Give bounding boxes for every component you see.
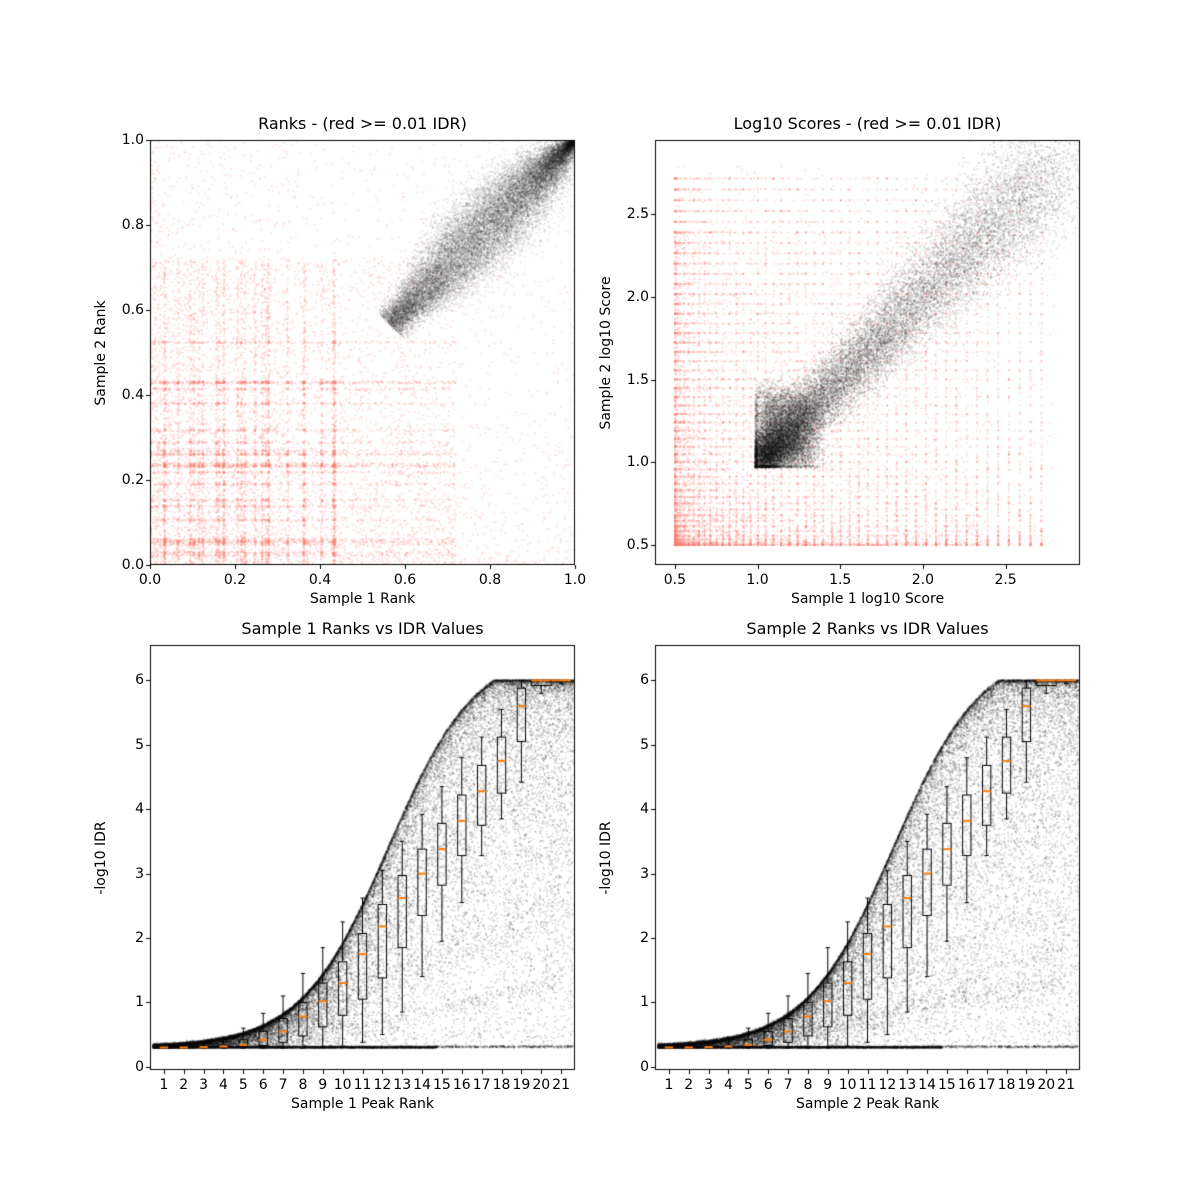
y-tick-label: 0 bbox=[135, 1058, 144, 1075]
x-tick-label: 19 bbox=[512, 1077, 531, 1093]
x-tick-label: 2 bbox=[179, 1077, 189, 1093]
x-tick-label: 17 bbox=[977, 1077, 996, 1093]
x-tick-label: 16 bbox=[452, 1077, 471, 1093]
plot-ranks: Ranks - (red >= 0.01 IDR) Sample 2 Rank … bbox=[93, 114, 586, 607]
x-tick-label: 0.0 bbox=[138, 572, 162, 588]
ranks-scatter-canvas bbox=[140, 130, 585, 575]
y-tick-label: 4 bbox=[640, 801, 649, 818]
x-tick-label: 15 bbox=[938, 1077, 956, 1093]
y-axis-label-text: -log10 IDR bbox=[598, 820, 614, 895]
x-axis-label: Sample 1 Rank bbox=[309, 591, 416, 607]
plot-title: Sample 2 Ranks vs IDR Values bbox=[746, 619, 989, 638]
x-tick-label: 10 bbox=[838, 1077, 857, 1093]
x-tick-label: 0.4 bbox=[308, 572, 332, 588]
x-tick-label: 15 bbox=[433, 1077, 451, 1093]
x-tick-label: 0.8 bbox=[478, 572, 502, 588]
sample2-idr-canvas bbox=[645, 635, 1090, 1080]
x-tick-label: 2.5 bbox=[994, 572, 1017, 588]
y-tick-label: 0.8 bbox=[121, 217, 144, 233]
plot-title: Log10 Scores - (red >= 0.01 IDR) bbox=[733, 114, 1002, 133]
y-tick-label: 5 bbox=[135, 736, 144, 753]
x-tick-label: 9 bbox=[823, 1077, 833, 1093]
x-tick-label: 5 bbox=[238, 1077, 248, 1093]
x-tick-label: 12 bbox=[373, 1077, 392, 1093]
y-tick-label: 2 bbox=[640, 929, 649, 946]
y-tick-label: 3 bbox=[135, 865, 144, 882]
x-tick-label: 3 bbox=[199, 1077, 209, 1093]
x-tick-label: 11 bbox=[353, 1077, 372, 1093]
scores-scatter-canvas bbox=[645, 130, 1090, 575]
y-tick-label: 1 bbox=[135, 994, 144, 1011]
x-tick-label: 1.0 bbox=[563, 572, 587, 588]
x-tick-label: 20 bbox=[1037, 1077, 1056, 1093]
x-tick-label: 18 bbox=[492, 1077, 511, 1093]
plot-title: Sample 1 Ranks vs IDR Values bbox=[241, 619, 484, 638]
x-tick-label: 14 bbox=[413, 1077, 431, 1093]
y-tick-label: 6 bbox=[640, 672, 649, 689]
x-tick-label: 0.2 bbox=[223, 572, 247, 588]
x-tick-label: 7 bbox=[278, 1077, 288, 1093]
x-tick-label: 0.6 bbox=[393, 572, 417, 588]
x-tick-label: 21 bbox=[1057, 1077, 1075, 1093]
y-tick-label: 2 bbox=[135, 929, 144, 946]
y-tick-label: 0.0 bbox=[121, 557, 144, 573]
x-tick-label: 11 bbox=[858, 1077, 877, 1093]
x-tick-label: 9 bbox=[318, 1077, 328, 1093]
y-axis-label-text: -log10 IDR bbox=[93, 820, 109, 895]
y-tick-label: 1 bbox=[640, 994, 649, 1011]
x-tick-label: 12 bbox=[878, 1077, 897, 1093]
x-tick-label: 3 bbox=[704, 1077, 714, 1093]
y-tick-label: 0 bbox=[640, 1058, 649, 1075]
x-tick-label: 20 bbox=[532, 1077, 551, 1093]
y-tick-label: 1.0 bbox=[121, 132, 144, 148]
plot-title: Ranks - (red >= 0.01 IDR) bbox=[258, 114, 467, 133]
x-axis-label: Sample 2 Peak Rank bbox=[796, 1096, 939, 1112]
x-tick-label: 1.5 bbox=[829, 572, 852, 588]
plot-sample2-idr: Sample 2 Ranks vs IDR Values -log10 IDR … bbox=[598, 619, 1090, 1112]
plot-log10-scores: Log10 Scores - (red >= 0.01 IDR) Sample … bbox=[598, 114, 1090, 607]
y-tick-label: 0.2 bbox=[121, 472, 144, 488]
x-tick-label: 19 bbox=[1017, 1077, 1036, 1093]
y-tick-label: 6 bbox=[135, 672, 144, 689]
x-tick-label: 8 bbox=[803, 1077, 813, 1093]
x-tick-label: 1.0 bbox=[746, 572, 769, 588]
x-tick-label: 1 bbox=[159, 1077, 169, 1093]
y-tick-label: 4 bbox=[135, 801, 144, 818]
y-tick-label: 0.5 bbox=[626, 537, 649, 554]
x-tick-label: 6 bbox=[763, 1077, 773, 1093]
y-tick-label: 2.5 bbox=[626, 206, 649, 223]
x-tick-label: 10 bbox=[333, 1077, 352, 1093]
x-tick-label: 4 bbox=[219, 1077, 228, 1093]
sample1-idr-canvas bbox=[140, 635, 585, 1080]
x-tick-label: 13 bbox=[898, 1077, 917, 1093]
x-tick-label: 17 bbox=[472, 1077, 491, 1093]
x-tick-label: 21 bbox=[552, 1077, 570, 1093]
x-tick-label: 16 bbox=[957, 1077, 976, 1093]
y-axis-label: Sample 2 log10 Score bbox=[597, 140, 615, 565]
x-tick-label: 6 bbox=[258, 1077, 268, 1093]
x-tick-label: 8 bbox=[298, 1077, 308, 1093]
y-axis-label: Sample 2 Rank bbox=[92, 140, 110, 565]
y-tick-label: 2.0 bbox=[626, 289, 649, 306]
y-tick-label: 0.6 bbox=[121, 302, 144, 318]
y-tick-label: 1.5 bbox=[626, 371, 649, 388]
x-tick-label: 2.0 bbox=[911, 572, 935, 588]
x-tick-label: 13 bbox=[393, 1077, 412, 1093]
x-tick-label: 5 bbox=[743, 1077, 753, 1093]
x-tick-label: 2 bbox=[684, 1077, 694, 1093]
plot-sample1-idr: Sample 1 Ranks vs IDR Values -log10 IDR … bbox=[93, 619, 585, 1112]
y-tick-label: 1.0 bbox=[626, 454, 649, 471]
y-tick-label: 5 bbox=[640, 736, 649, 753]
x-tick-label: 14 bbox=[918, 1077, 936, 1093]
x-axis-label: Sample 1 Peak Rank bbox=[291, 1096, 434, 1112]
x-tick-label: 0.5 bbox=[663, 572, 686, 588]
x-tick-label: 1 bbox=[664, 1077, 674, 1093]
y-tick-label: 3 bbox=[640, 865, 649, 882]
x-tick-label: 18 bbox=[997, 1077, 1016, 1093]
x-tick-label: 4 bbox=[724, 1077, 733, 1093]
x-tick-label: 7 bbox=[783, 1077, 793, 1093]
x-axis-label: Sample 1 log10 Score bbox=[790, 591, 945, 607]
y-tick-label: 0.4 bbox=[121, 387, 144, 403]
